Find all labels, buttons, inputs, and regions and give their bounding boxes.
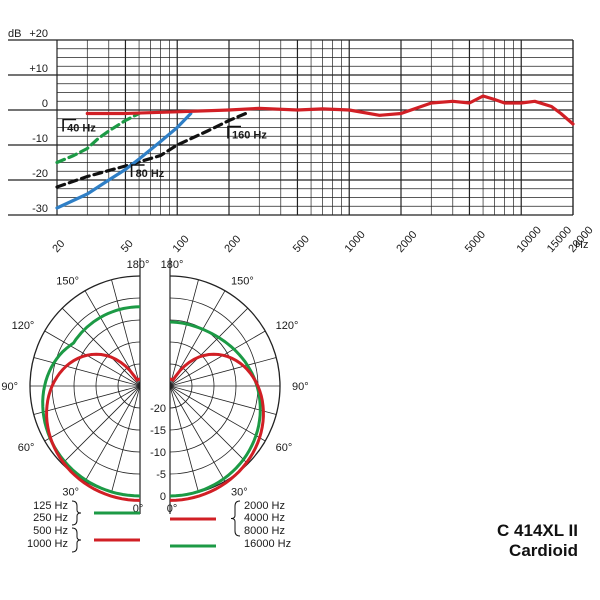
angle-label: 30° <box>231 487 248 499</box>
red-polar-pattern-low <box>45 352 141 502</box>
y-tick-label: -10 <box>32 133 48 145</box>
y-tick-label: -20 <box>32 168 48 180</box>
angle-label: 90° <box>1 381 18 393</box>
radial-db-label: -20 <box>150 403 166 415</box>
angle-label: 0° <box>133 503 144 515</box>
x-axis-label: Hz <box>575 239 588 251</box>
polar-spoke <box>61 385 141 465</box>
legend-brace <box>71 527 82 553</box>
legend-right-label: 16000 Hz <box>244 538 291 550</box>
angle-label: 180° <box>127 259 150 271</box>
polar-spoke <box>169 385 199 493</box>
angle-label: 0° <box>167 503 178 515</box>
legend-right-label: 4000 Hz <box>244 512 285 524</box>
angle-label: 150° <box>56 275 79 287</box>
y-tick-label: -30 <box>32 203 48 215</box>
radial-db-label: -10 <box>150 447 166 459</box>
polar-spoke <box>169 357 277 387</box>
black-response-curve <box>55 111 248 189</box>
polar-spoke <box>169 279 199 387</box>
polar-spoke <box>33 357 141 387</box>
filter-annotation: 80 Hz <box>136 168 165 180</box>
radial-db-label: -15 <box>150 425 166 437</box>
polar-spoke <box>111 279 141 387</box>
filter-marker <box>227 125 241 139</box>
legend-left-label: 125 Hz <box>33 500 68 512</box>
y-tick-label: 0 <box>42 98 48 110</box>
angle-label: 60° <box>18 442 35 454</box>
polar-spoke <box>33 385 141 415</box>
polar-spoke <box>44 330 141 387</box>
red-polar-pattern-high <box>169 352 265 502</box>
polar-spoke <box>169 385 277 415</box>
angle-label: 180° <box>161 259 184 271</box>
legend-brace <box>230 500 241 537</box>
red-response-curve <box>85 94 575 126</box>
angle-label: 60° <box>276 442 293 454</box>
polar-spoke <box>169 330 266 387</box>
filter-annotation: 40 Hz <box>67 123 96 135</box>
legend-left-label: 500 Hz <box>33 525 68 537</box>
polar-spoke <box>169 385 249 465</box>
polar-spoke <box>169 385 226 482</box>
pattern-name: Cardioid <box>509 541 578 560</box>
legend-right-label: 8000 Hz <box>244 525 285 537</box>
filter-marker <box>130 164 145 177</box>
model-title: C 414XL II Cardioid <box>497 521 578 561</box>
legend-left-label: 1000 Hz <box>27 538 68 550</box>
angle-label: 30° <box>62 487 79 499</box>
center-gap <box>140 256 170 516</box>
polar-spoke <box>44 385 141 442</box>
polar-spoke <box>169 385 266 442</box>
y-tick-label: +10 <box>29 63 48 75</box>
radial-db-label: 0 <box>160 491 166 503</box>
filter-annotation: 160 Hz <box>232 130 267 142</box>
y-axis-label: dB <box>8 28 21 40</box>
polar-spoke <box>61 307 141 387</box>
angle-label: 120° <box>276 320 299 332</box>
y-tick-label: +20 <box>29 28 48 40</box>
legend-right-label: 2000 Hz <box>244 500 285 512</box>
polar-right-half <box>169 275 281 497</box>
angle-label: 120° <box>12 320 35 332</box>
legend-left-label: 250 Hz <box>33 512 68 524</box>
green-polar-pattern-low <box>41 305 141 498</box>
legend-brace <box>71 500 82 526</box>
model-name: C 414XL II <box>497 521 578 540</box>
polar-left-half <box>29 275 141 497</box>
radial-db-label: -5 <box>156 469 166 481</box>
angle-label: 150° <box>231 275 254 287</box>
green-response-curve <box>55 111 141 165</box>
polar-spoke <box>111 385 141 493</box>
angle-label: 90° <box>292 381 309 393</box>
filter-marker <box>62 118 77 132</box>
polar-spoke <box>84 385 141 482</box>
polar-spoke <box>169 307 249 387</box>
